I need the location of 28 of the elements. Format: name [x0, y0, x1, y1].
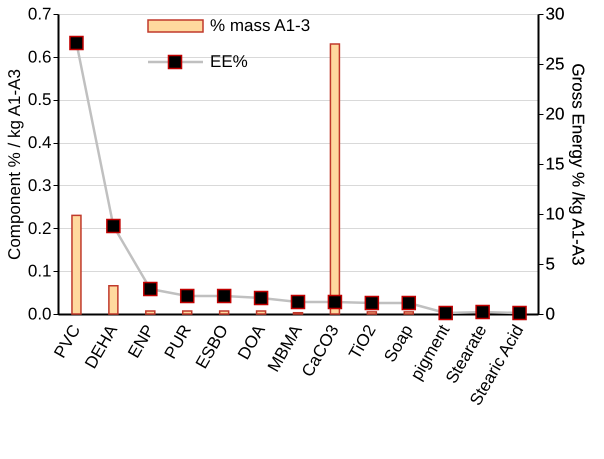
y-tick-label: 0.5: [28, 90, 52, 110]
bar: [182, 310, 192, 315]
y2-tick-label: 30: [546, 4, 564, 24]
bar: [71, 214, 82, 315]
y-tick-label: 0.0: [28, 304, 52, 324]
bar: [108, 284, 119, 315]
y-tick-label: 0.1: [28, 262, 52, 281]
legend-label: EE%: [210, 52, 248, 71]
bar: [256, 310, 266, 315]
y-tick-label: 0.4: [28, 133, 52, 152]
y2-tick-label: 15: [546, 154, 564, 174]
y2-tick-label: 0: [546, 304, 555, 324]
y-tick-label: 0.2: [28, 218, 52, 238]
bar: [145, 310, 156, 315]
bar: [404, 311, 414, 315]
y2-tick-label: 25: [546, 54, 564, 74]
y-tick-label: 0.6: [28, 47, 52, 66]
y-tick-label: 0.3: [28, 176, 52, 195]
y2-tick-label: 20: [546, 104, 564, 124]
bar: [218, 310, 230, 315]
y2-axis-title: Gross Energy % /kg A1-A3: [568, 63, 588, 266]
y2-tick-label: 5: [546, 254, 555, 274]
y2-tick-label: 10: [546, 204, 564, 224]
bar: [330, 43, 340, 315]
y-axis-title: Component % / kg A1-A3: [4, 69, 24, 260]
legend-label: % mass A1-3: [210, 16, 310, 35]
y-tick-label: 0.7: [28, 4, 52, 24]
bar: [366, 311, 378, 315]
